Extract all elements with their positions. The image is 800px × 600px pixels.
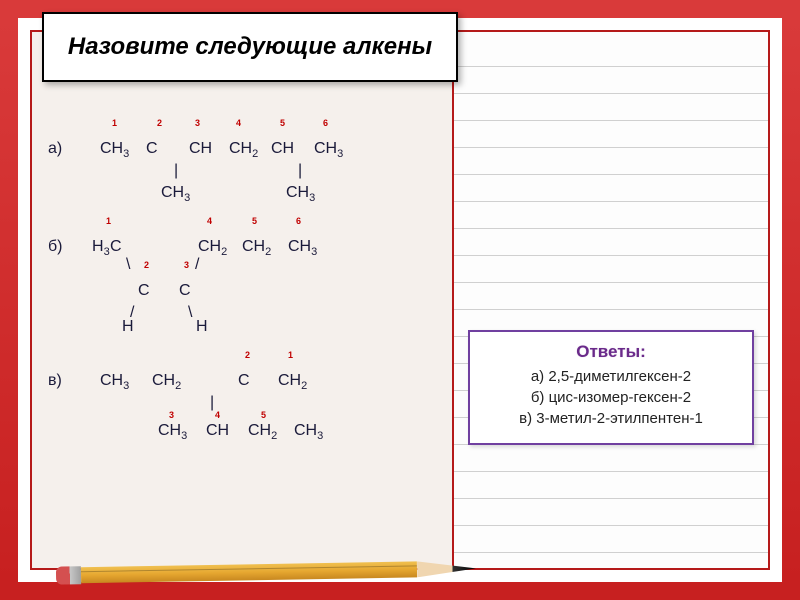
formula-a-line1: а)CH3CCHCH2CHCH3 <box>48 140 780 162</box>
formula-b-line1: б)H3CCH2CH2CH3 <box>48 238 780 260</box>
answers-title: Ответы: <box>480 342 742 362</box>
title-box: Назовите следующие алкены <box>42 12 458 82</box>
answer-b: б) цис-изомер-гексен-2 <box>480 389 742 406</box>
formula-b-mid: CC <box>48 282 780 304</box>
answer-c: в) 3-метил-2-этилпентен-1 <box>480 410 742 427</box>
page-title: Назовите следующие алкены <box>68 33 432 61</box>
answers-box: Ответы: а) 2,5-диметилгексен-2 б) цис-из… <box>468 330 754 445</box>
formula-a-bonds: || <box>48 162 780 184</box>
formula-b-midnums: 23\/ <box>48 260 780 282</box>
answer-a: а) 2,5-диметилгексен-2 <box>480 368 742 385</box>
formula-a-numbers: 123456 <box>48 118 780 140</box>
formula-b-slashes: /\ <box>48 304 780 318</box>
formula-a-line2: CH3CH3 <box>48 184 780 206</box>
formula-b-topnums: 1456 <box>48 216 780 238</box>
